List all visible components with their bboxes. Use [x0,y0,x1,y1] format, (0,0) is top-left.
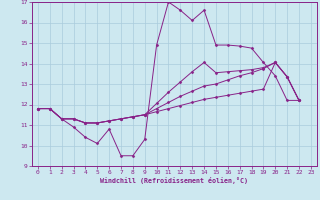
X-axis label: Windchill (Refroidissement éolien,°C): Windchill (Refroidissement éolien,°C) [100,177,248,184]
